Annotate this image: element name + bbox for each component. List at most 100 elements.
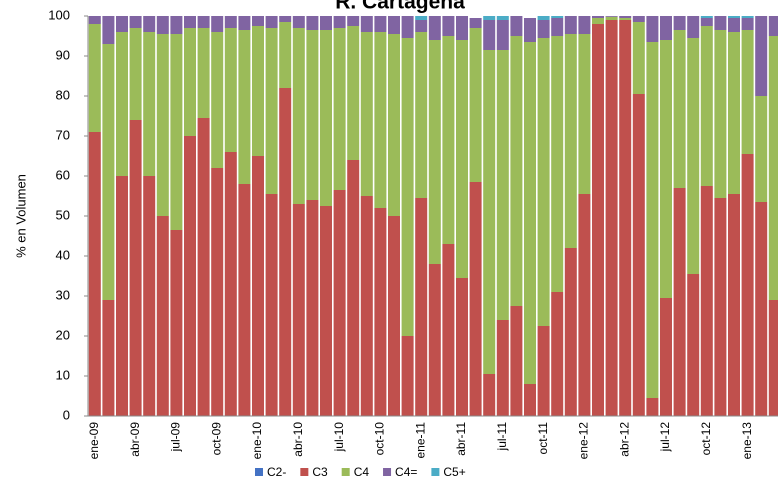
- bar-segment: [700, 186, 713, 416]
- bar-segment: [88, 16, 101, 24]
- bar-segment: [660, 16, 672, 40]
- bar-segment: [619, 16, 632, 18]
- bar-segment: [483, 16, 496, 20]
- bar-segment: [605, 16, 618, 20]
- bar-segment: [415, 32, 428, 198]
- bar-segment: [728, 194, 740, 416]
- bar-segment: [619, 20, 632, 416]
- bar-segment: [238, 184, 251, 416]
- bar-segment: [687, 38, 700, 274]
- x-tick-label: oct-12: [699, 422, 713, 456]
- bar-segment: [687, 274, 700, 416]
- bar-segment: [347, 26, 360, 160]
- bar-segment: [265, 28, 278, 194]
- bar-segment: [592, 16, 604, 18]
- bar-segment: [496, 50, 509, 320]
- x-tick-label: ene-12: [577, 422, 591, 460]
- bar-segment: [442, 244, 455, 416]
- bar-segment: [768, 300, 778, 416]
- legend-swatch: [300, 468, 309, 476]
- bar-segment: [768, 36, 778, 300]
- bar-segment: [741, 16, 754, 18]
- x-tick-label: jul-11: [495, 422, 509, 452]
- bar-segment: [551, 18, 564, 36]
- x-tick-label: abr-12: [617, 422, 631, 457]
- bar-segment: [632, 22, 645, 94]
- bar-segment: [333, 190, 346, 416]
- bar-segment: [170, 34, 183, 230]
- legend-label: C4: [354, 465, 370, 479]
- bar-segment: [469, 28, 482, 182]
- bar-segment: [388, 216, 400, 416]
- bar-segment: [184, 16, 196, 28]
- y-tick-label: 0: [63, 407, 70, 422]
- x-tick-label: abr-10: [291, 422, 305, 457]
- bar-segment: [469, 18, 482, 28]
- bar-segment: [592, 24, 604, 416]
- bar-segment: [306, 16, 319, 30]
- x-tick-label: jul-12: [658, 422, 672, 453]
- bar-segment: [252, 16, 264, 26]
- bar-segment: [700, 18, 713, 26]
- bar-segment: [306, 200, 319, 416]
- bar-segment: [415, 198, 428, 416]
- bar-segment: [578, 34, 591, 194]
- bar-segment: [265, 16, 278, 28]
- x-tick-label: jul-09: [169, 422, 183, 453]
- bar-segment: [714, 198, 727, 416]
- legend-swatch: [255, 468, 263, 476]
- bar-segment: [442, 36, 455, 244]
- bar-segment: [673, 30, 686, 188]
- bar-segment: [646, 42, 659, 398]
- bar-segment: [564, 16, 577, 34]
- bar-segment: [388, 16, 400, 34]
- bar-segment: [224, 152, 237, 416]
- bar-segment: [143, 176, 156, 416]
- legend-swatch: [431, 468, 440, 476]
- bar-segment: [673, 188, 686, 416]
- bar-segment: [116, 176, 128, 416]
- bar-segment: [496, 16, 509, 20]
- bar-segment: [252, 26, 264, 156]
- bar-segment: [741, 18, 754, 30]
- bar-segment: [496, 320, 509, 416]
- bar-segment: [469, 182, 482, 416]
- bar-segment: [428, 264, 441, 416]
- y-tick-label: 100: [48, 7, 70, 22]
- bar-segment: [388, 34, 400, 216]
- bar-segment: [632, 16, 645, 22]
- x-tick-label: ene-11: [413, 422, 427, 459]
- bar-segment: [755, 16, 768, 96]
- bar-segment: [510, 306, 523, 416]
- bar-segment: [524, 42, 536, 384]
- bar-segment: [102, 16, 115, 44]
- bar-segment: [537, 38, 550, 326]
- bar-segment: [374, 208, 387, 416]
- bar-segment: [360, 32, 373, 196]
- bar-segment: [116, 32, 128, 176]
- bar-segment: [129, 16, 142, 28]
- bar-segment: [496, 20, 509, 50]
- bar-segment: [660, 298, 672, 416]
- bar-segment: [660, 40, 672, 298]
- bar-segment: [292, 28, 305, 204]
- bar-segment: [524, 18, 536, 42]
- bar-segment: [741, 30, 754, 154]
- bar-segment: [333, 28, 346, 190]
- x-tick-label: oct-11: [536, 422, 550, 455]
- bar-segment: [360, 196, 373, 416]
- bar-segment: [619, 18, 632, 20]
- legend-label: C5+: [443, 465, 465, 479]
- x-tick-label: abr-11: [454, 422, 468, 456]
- bar-segment: [564, 34, 577, 248]
- bar-segment: [184, 28, 196, 136]
- bar-segment: [197, 28, 210, 118]
- bar-segment: [374, 32, 387, 208]
- bar-segment: [102, 44, 115, 300]
- y-tick-label: 60: [56, 167, 70, 182]
- x-tick-label: abr-09: [128, 422, 142, 457]
- bar-segment: [292, 16, 305, 28]
- bar-segment: [524, 384, 536, 416]
- bar-segment: [401, 16, 414, 38]
- y-tick-label: 10: [56, 367, 70, 382]
